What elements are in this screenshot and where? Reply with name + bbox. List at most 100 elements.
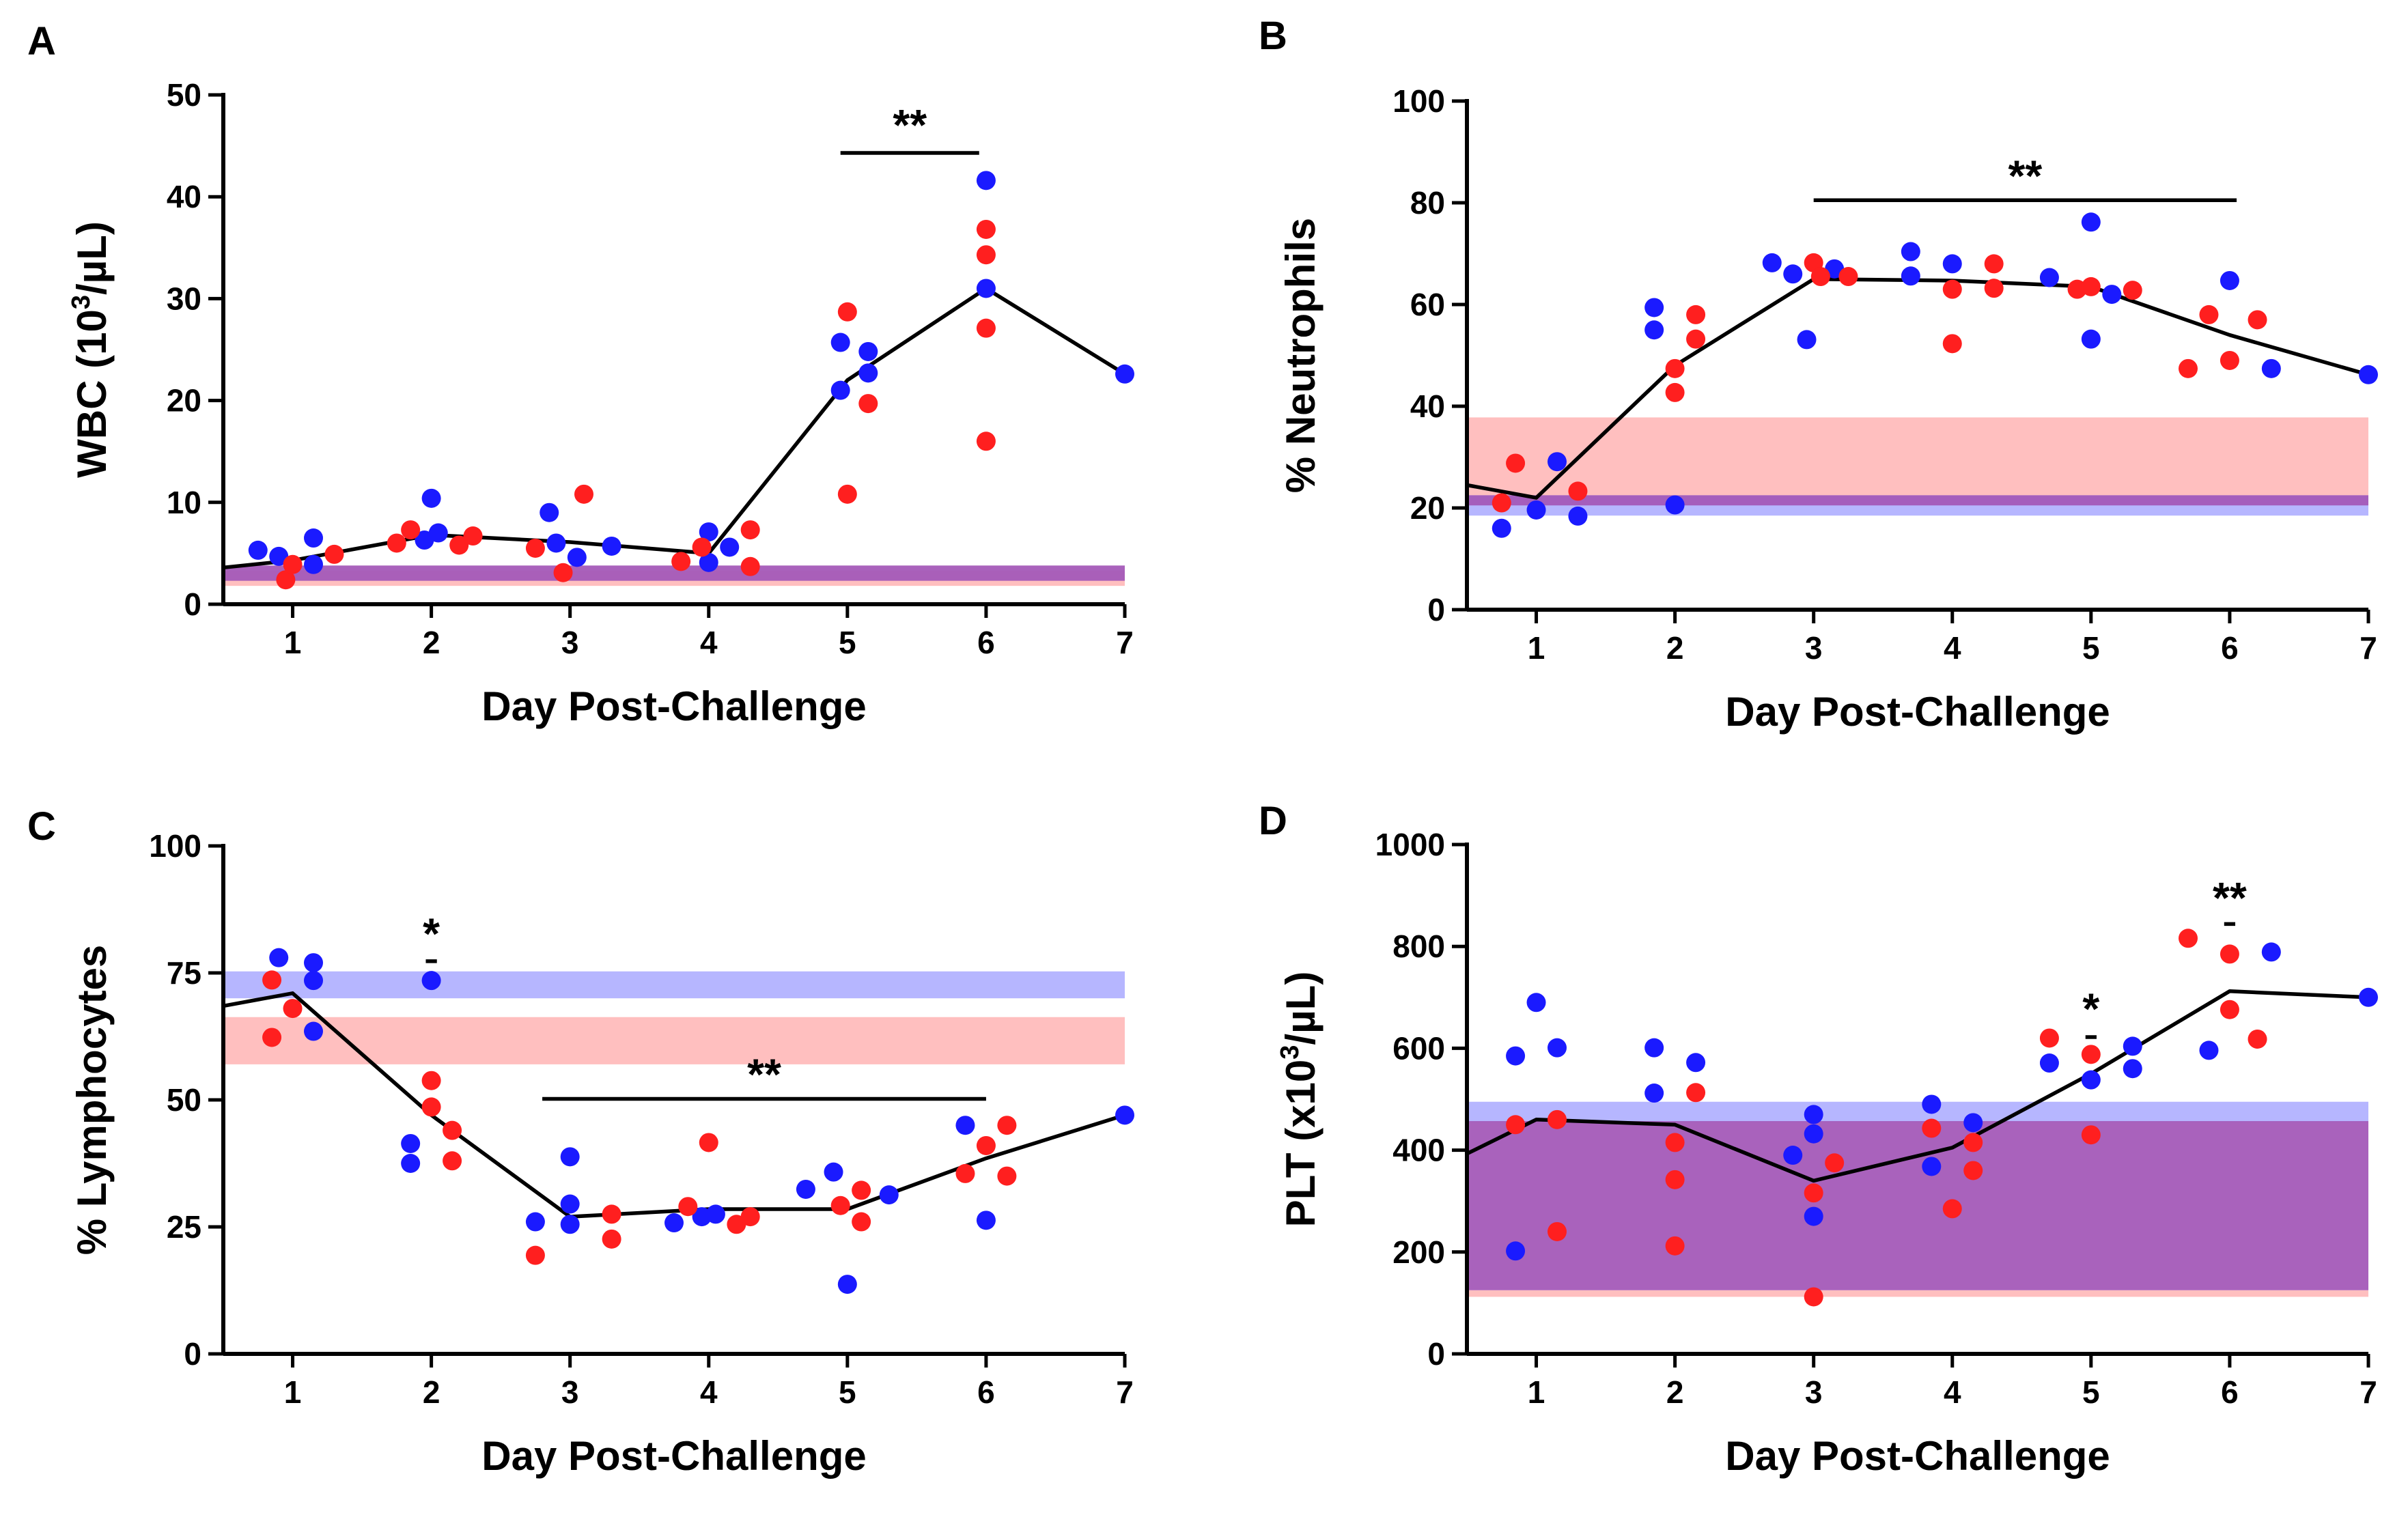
y-tick-label: 40	[167, 179, 201, 214]
data-point-blue	[2359, 365, 2378, 384]
data-point-blue	[976, 1210, 996, 1230]
data-point-blue	[248, 540, 268, 560]
data-point-red	[2081, 277, 2101, 296]
data-point-blue	[705, 1204, 725, 1224]
x-axis-label: Day Post-Challenge	[481, 1433, 866, 1479]
data-point-blue	[567, 548, 587, 567]
reference-band-purple	[1469, 1121, 2368, 1290]
data-point-blue	[976, 171, 996, 190]
data-point-red	[830, 1195, 850, 1215]
data-point-blue	[1804, 1124, 1823, 1144]
x-tick-label: 4	[700, 1374, 718, 1410]
data-point-red	[1506, 453, 1526, 473]
reference-band-red	[1469, 1290, 2368, 1297]
reference-band-red	[225, 1017, 1125, 1064]
x-tick-label: 5	[2082, 630, 2100, 666]
data-point-blue	[1526, 993, 1546, 1013]
data-point-blue	[2039, 1053, 2059, 1073]
y-axis-label-superscript: 3	[67, 295, 96, 309]
y-axis-label-superscript: 3	[1276, 1045, 1304, 1060]
data-point-red	[1942, 334, 1962, 354]
data-point-blue	[560, 1147, 580, 1167]
data-point-red	[276, 570, 296, 590]
data-point-red	[2220, 350, 2239, 370]
x-tick-label: 1	[284, 625, 302, 660]
data-point-blue	[560, 1215, 580, 1234]
significance-marker: **	[893, 100, 927, 150]
data-point-blue	[540, 502, 559, 522]
data-point-blue	[1797, 330, 1817, 350]
data-point-blue	[1568, 506, 1588, 526]
y-axis-label-main: WBC (10	[69, 309, 115, 478]
data-point-blue	[421, 971, 441, 991]
data-point-blue	[1686, 1053, 1706, 1073]
data-point-blue	[720, 537, 740, 557]
data-point-blue	[1548, 452, 1567, 472]
reference-band-blue	[1469, 1101, 2368, 1122]
y-tick-label: 200	[1392, 1234, 1445, 1270]
data-point-red	[2179, 358, 2198, 378]
y-axis-label: % Neutrophils	[1278, 218, 1324, 493]
data-point-blue	[2359, 987, 2378, 1007]
y-tick-label: 40	[1410, 388, 1445, 424]
data-point-red	[1506, 1115, 1526, 1135]
y-axis-label-main: % Neutrophils	[1278, 218, 1324, 493]
data-point-red	[443, 1151, 462, 1171]
data-point-blue	[1922, 1094, 1942, 1114]
data-point-red	[574, 484, 593, 504]
data-point-blue	[602, 536, 621, 556]
y-tick-label: 100	[149, 828, 201, 864]
data-point-blue	[2220, 270, 2239, 290]
data-point-red	[2081, 1125, 2101, 1145]
data-point-red	[837, 302, 857, 322]
y-tick-label: 100	[1392, 83, 1445, 119]
x-tick-label: 4	[1944, 630, 1961, 666]
y-tick-label: 50	[167, 77, 201, 113]
data-point-blue	[525, 1212, 545, 1232]
data-point-red	[1665, 1133, 1685, 1152]
data-point-red	[283, 999, 303, 1019]
reference-band-purple	[1469, 495, 2368, 506]
y-tick-label: 400	[1392, 1133, 1445, 1168]
data-point-red	[997, 1116, 1017, 1135]
data-point-red	[1568, 481, 1588, 501]
data-point-red	[692, 537, 712, 557]
data-point-blue	[1963, 1113, 1983, 1133]
data-point-red	[2179, 929, 2198, 948]
panel-letter: A	[27, 19, 56, 63]
data-point-blue	[2199, 1040, 2219, 1060]
data-point-blue	[1644, 298, 1664, 317]
data-point-red	[740, 520, 760, 540]
data-point-blue	[304, 554, 323, 574]
data-point-red	[602, 1229, 621, 1249]
data-point-blue	[1901, 242, 1920, 261]
data-point-red	[858, 394, 878, 414]
data-point-blue	[1644, 1038, 1664, 1058]
data-point-red	[262, 970, 282, 990]
data-point-red	[525, 1245, 545, 1265]
x-tick-label: 3	[1805, 630, 1823, 666]
panel-b: 0 20 40 60 80 100 1 2 3 4 5 6 7 Day Post-Challenge % N…	[1259, 14, 2378, 735]
data-point-blue	[2261, 358, 2281, 378]
x-tick-label: 6	[2221, 1374, 2239, 1410]
data-point-red	[2039, 1028, 2059, 1048]
data-point-blue	[1665, 495, 1685, 515]
data-point-red	[2248, 310, 2267, 330]
data-point-blue	[269, 948, 289, 967]
data-point-blue	[2081, 212, 2101, 232]
x-tick-label: 5	[839, 1374, 856, 1410]
data-point-red	[2248, 1029, 2267, 1049]
data-point-blue	[2081, 1070, 2101, 1090]
data-point-red	[1804, 1287, 1823, 1307]
data-point-red	[1804, 1183, 1823, 1203]
x-axis-label: Day Post-Challenge	[1725, 1433, 2110, 1479]
data-point-blue	[1901, 266, 1920, 286]
data-point-red	[1825, 1153, 1845, 1173]
data-point-red	[324, 544, 344, 564]
data-point-red	[1548, 1109, 1567, 1129]
x-tick-label: 4	[1944, 1374, 1961, 1410]
data-point-red	[553, 563, 573, 582]
data-point-blue	[269, 546, 289, 566]
data-point-red	[1810, 267, 1830, 287]
data-point-red	[955, 1163, 975, 1183]
